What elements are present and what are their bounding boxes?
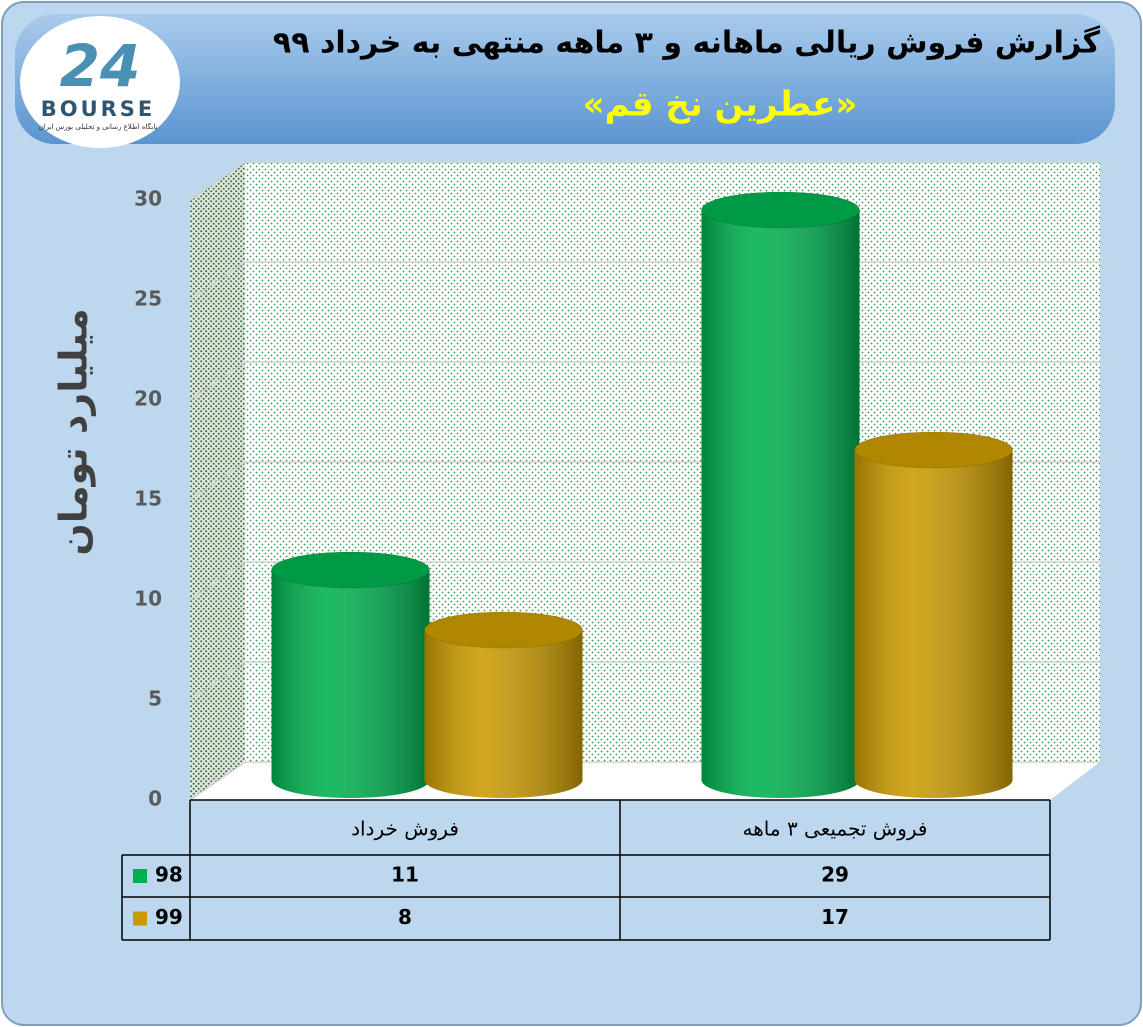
legend-swatch: [133, 911, 147, 926]
bar-top: [424, 612, 583, 648]
grid-line-side: [189, 761, 246, 801]
header-band: [15, 14, 1115, 144]
bar-top: [854, 432, 1013, 468]
grid-line-side: [189, 661, 246, 701]
y-tick-label: 30: [134, 187, 162, 211]
legend-swatch: [133, 869, 147, 883]
y-tick-label: 20: [134, 387, 162, 411]
bar-top: [271, 552, 430, 588]
grid-line-side: [189, 161, 246, 201]
bar: [854, 432, 1013, 798]
bar-top-shade: [424, 611, 583, 649]
table-value: 8: [398, 905, 412, 929]
chart-title: گزارش فروش ریالی ماهانه و ۳ ماهه منتهی ب…: [273, 25, 1101, 61]
y-tick-label: 0: [148, 787, 162, 811]
y-tick-label: 10: [134, 587, 162, 611]
table-value: 11: [391, 863, 419, 887]
grid-line-side: [189, 361, 246, 401]
x-tick-label: فروش خرداد: [351, 817, 459, 841]
logo-badge: [20, 16, 180, 148]
bar-top-shade: [271, 551, 430, 589]
bar-top-shade: [701, 191, 860, 229]
bar-top: [701, 192, 860, 228]
bar: [701, 192, 860, 798]
bar: [271, 552, 430, 798]
grid-line-side: [189, 461, 246, 501]
logo-tagline: پایگاه اطلاع رسانی و تحلیلی بورس ایران: [39, 122, 158, 131]
logo-text: BOURSE: [41, 97, 156, 121]
logo-mark: 24: [60, 32, 141, 100]
y-tick-label: 25: [134, 287, 162, 311]
chart-subtitle: «عطرین نخ قم»: [583, 85, 858, 125]
legend-label: 99: [155, 905, 183, 929]
x-tick-label: فروش تجمیعی ۳ ماهه: [743, 817, 928, 841]
legend-label: 98: [155, 863, 183, 887]
y-tick-label: 15: [134, 487, 162, 511]
table-value: 17: [821, 905, 849, 929]
grid-line-side: [189, 561, 246, 601]
bar-top-shade: [854, 431, 1013, 469]
y-tick-label: 5: [148, 687, 162, 711]
y-axis-label: میلیارد تومان: [52, 308, 96, 555]
table-value: 29: [821, 863, 849, 887]
grid-line-side: [189, 261, 246, 301]
